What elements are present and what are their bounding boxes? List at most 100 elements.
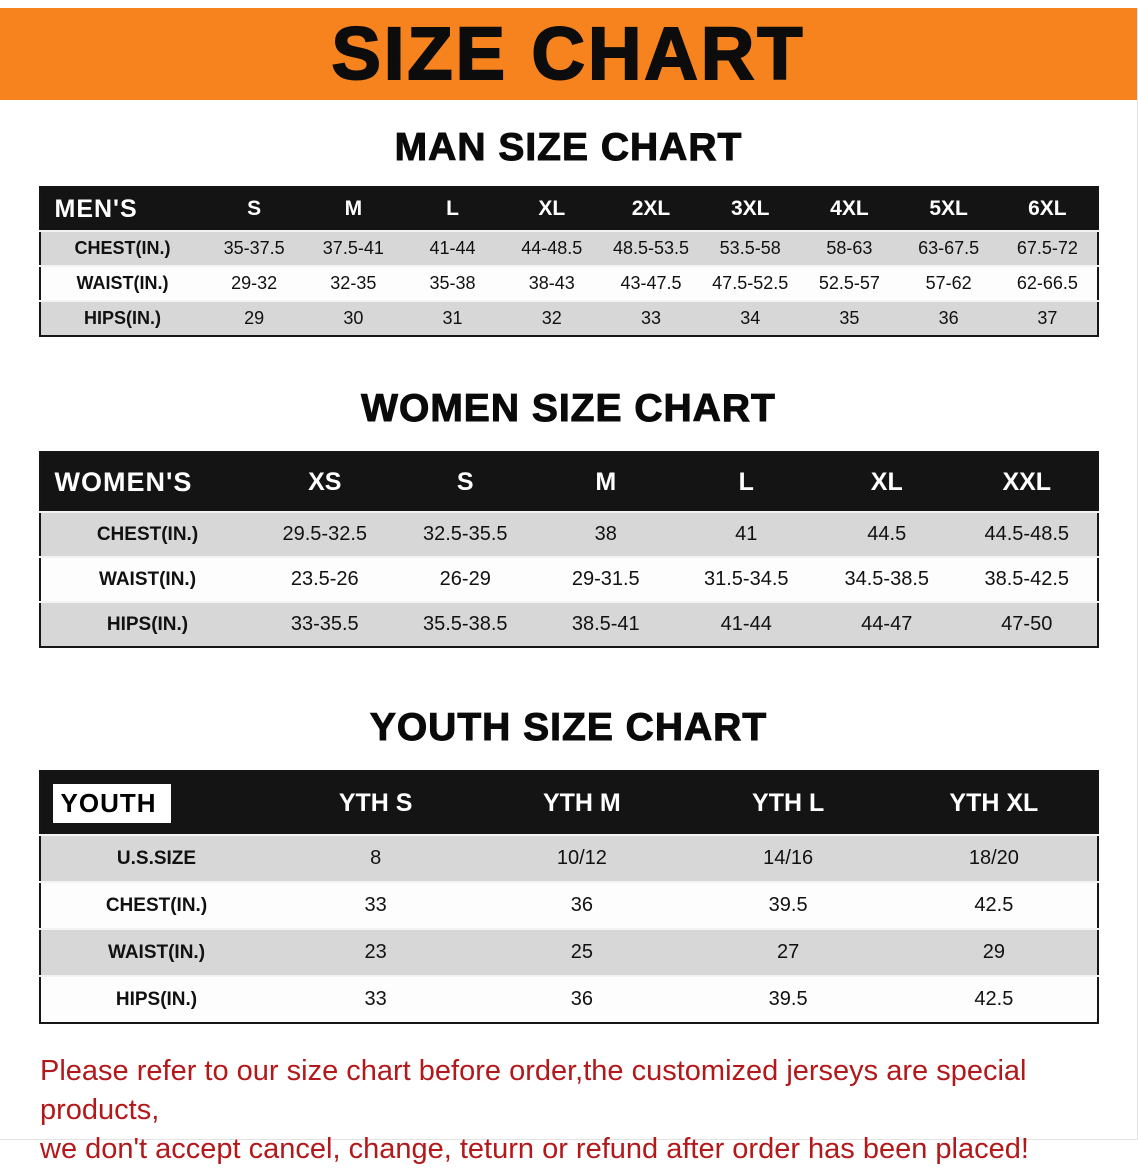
size-column-header: M <box>535 452 676 512</box>
women-size-table: WOMEN'S XS S M L XL XXL CHEST(IN.) 29.5-32.5 32.5… <box>38 451 1099 648</box>
size-value-cell: 52.5-57 <box>818 273 880 293</box>
size-column-header: YTH L <box>685 771 892 835</box>
size-value-cell: 38.5-42.5 <box>984 568 1069 590</box>
size-value-cell: 58-63 <box>826 238 873 258</box>
size-value-cell: 37.5-41 <box>322 238 384 258</box>
size-value-cell: 33-35.5 <box>290 613 359 635</box>
size-value-cell: 38.5-41 <box>571 613 640 635</box>
size-value-cell: 35-37.5 <box>223 238 285 258</box>
size-column-header: 6XL <box>998 187 1098 231</box>
size-column-header: S <box>204 187 304 231</box>
size-value-cell: 33 <box>364 894 387 916</box>
size-column-header: 3XL <box>700 187 800 231</box>
size-value-cell: 44.5-48.5 <box>984 523 1069 545</box>
size-value-cell: 39.5 <box>768 894 808 916</box>
men-size-table: MEN'S S M L XL 2XL 3XL 4XL 5XL 6XL CHEST(IN.) 35-37… <box>38 186 1099 337</box>
size-value-cell: 41-44 <box>429 238 476 258</box>
size-value-cell: 48.5-53.5 <box>612 238 690 258</box>
size-value-cell: 42.5 <box>974 894 1014 916</box>
measurement-row: WAIST(IN.) 29-32 32-35 35-38 38-43 43-47.5 47.… <box>39 266 1098 301</box>
row-label: CHEST(IN.) <box>74 238 171 258</box>
row-label: HIPS(IN.) <box>115 988 198 1010</box>
row-label: WAIST(IN.) <box>98 568 197 590</box>
size-value-cell: 33 <box>364 988 387 1010</box>
size-column-header: 2XL <box>601 187 701 231</box>
size-value-cell: 33 <box>640 308 661 328</box>
size-value-cell: 30 <box>343 308 364 328</box>
size-column-header: XXL <box>957 452 1098 512</box>
size-value-cell: 67.5-72 <box>1016 238 1078 258</box>
size-value-cell: 44.5 <box>867 523 907 545</box>
size-value-cell: 18/20 <box>968 847 1019 869</box>
row-label: HIPS(IN.) <box>106 613 189 635</box>
size-value-cell: 32.5-35.5 <box>422 523 508 545</box>
youth-size-table: YOUTH YTH S YTH M YTH L YTH XL U.S.SIZE 8 10/12… <box>38 770 1099 1024</box>
size-value-cell: 31.5-34.5 <box>703 568 789 590</box>
header-row: YOUTH YTH S YTH M YTH L YTH XL <box>39 771 1098 835</box>
table-title-cell: MEN'S <box>39 187 205 231</box>
size-value-cell: 37 <box>1037 308 1058 328</box>
size-value-cell: 35.5-38.5 <box>422 613 508 635</box>
footer-line-2: we don't accept cancel, change, teturn o… <box>40 1133 1029 1166</box>
size-column-header: M <box>303 187 403 231</box>
size-value-cell: 41-44 <box>720 613 772 635</box>
table-title-cell: WOMEN'S <box>39 452 255 512</box>
measurement-row: CHEST(IN.) 35-37.5 37.5-41 41-44 44-48.5 48.5… <box>39 231 1098 266</box>
row-label: U.S.SIZE <box>116 847 197 869</box>
size-value-cell: 44-48.5 <box>521 238 583 258</box>
size-value-cell: 27 <box>777 941 800 963</box>
size-column-header: L <box>676 452 817 512</box>
size-value-cell: 14/16 <box>763 847 814 869</box>
size-value-cell: 25 <box>570 941 593 963</box>
table-title: MEN'S <box>54 194 138 223</box>
size-value-cell: 23 <box>364 941 387 963</box>
measurement-row: WAIST(IN.) 23.5-26 26-29 29-31.5 31.5-34.5 34… <box>39 557 1098 602</box>
measurement-row: HIPS(IN.) 33-35.5 35.5-38.5 38.5-41 41-44 44-… <box>39 602 1098 647</box>
size-value-cell: 57-62 <box>925 273 972 293</box>
size-value-cell: 38 <box>594 523 617 545</box>
size-value-cell: 31 <box>442 308 463 328</box>
row-label: HIPS(IN.) <box>83 308 161 328</box>
measurement-row: CHEST(IN.) 29.5-32.5 32.5-35.5 38 41 44.5 44.5… <box>39 512 1098 557</box>
size-column-header: L <box>402 187 503 231</box>
size-column-header: YTH S <box>272 771 479 835</box>
row-label: WAIST(IN.) <box>107 941 206 963</box>
footer-note: Please refer to our size chart before or… <box>40 1052 1099 1169</box>
size-value-cell: 34.5-38.5 <box>844 568 929 590</box>
size-value-cell: 26-29 <box>439 568 491 590</box>
size-value-cell: 29-32 <box>231 273 278 293</box>
table-title-cell: YOUTH <box>39 771 273 835</box>
youth-section-heading: YOUTH SIZE CHART <box>369 706 768 750</box>
size-value-cell: 23.5-26 <box>290 568 359 590</box>
size-value-cell: 8 <box>370 847 382 869</box>
table-title: WOMEN'S <box>54 466 193 497</box>
row-label: CHEST(IN.) <box>105 894 208 916</box>
size-value-cell: 38-43 <box>528 273 575 293</box>
size-value-cell: 41 <box>735 523 758 545</box>
size-column-header: YTH XL <box>891 771 1098 835</box>
size-value-cell: 62-66.5 <box>1016 273 1078 293</box>
size-value-cell: 36 <box>938 308 959 328</box>
size-value-cell: 47.5-52.5 <box>712 273 789 293</box>
size-value-cell: 44-47 <box>861 613 913 635</box>
size-column-header: XL <box>816 452 957 512</box>
size-value-cell: 36 <box>570 894 593 916</box>
men-section-heading: MAN SIZE CHART <box>394 126 743 170</box>
size-value-cell: 29-31.5 <box>571 568 640 590</box>
size-value-cell: 10/12 <box>556 847 607 869</box>
size-value-cell: 39.5 <box>768 988 808 1010</box>
size-value-cell: 34 <box>740 308 761 328</box>
size-column-header: XS <box>254 452 395 512</box>
size-value-cell: 35-38 <box>429 273 476 293</box>
size-value-cell: 32-35 <box>330 273 377 293</box>
size-value-cell: 42.5 <box>974 988 1014 1010</box>
measurement-row: U.S.SIZE 8 10/12 14/16 18/20 <box>39 835 1098 882</box>
size-value-cell: 29.5-32.5 <box>282 523 367 545</box>
measurement-row: HIPS(IN.) 29 30 31 32 33 34 35 36 37 <box>39 301 1098 336</box>
size-value-cell: 29 <box>244 308 265 328</box>
header-row: WOMEN'S XS S M L XL XXL <box>39 452 1098 512</box>
banner: SIZE CHART <box>0 8 1137 100</box>
size-value-cell: 29 <box>982 941 1005 963</box>
size-column-header: 5XL <box>899 187 999 231</box>
size-column-header: 4XL <box>799 187 900 231</box>
